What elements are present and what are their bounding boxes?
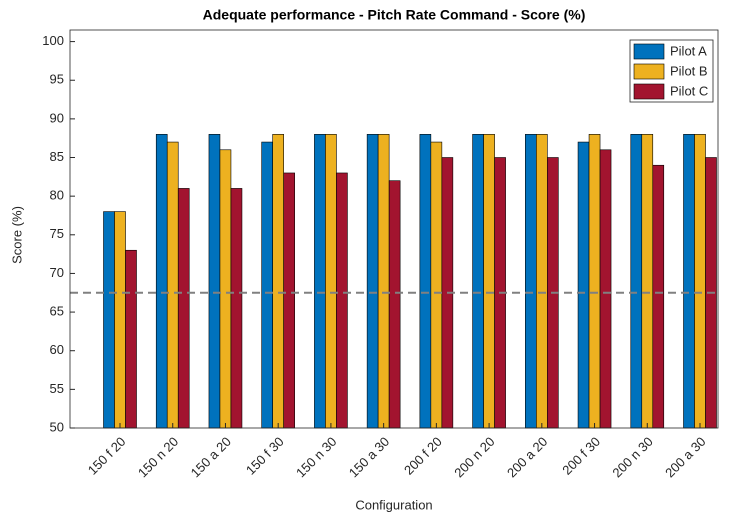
y-tick-label: 70 (50, 265, 64, 280)
x-tick-label: 150 a 20 (188, 434, 234, 480)
legend-label: Pilot C (670, 83, 708, 98)
bar (114, 211, 126, 429)
bar (419, 134, 432, 429)
bar (219, 149, 232, 429)
bar (599, 149, 612, 429)
bar (166, 141, 179, 429)
bar (125, 249, 137, 429)
bar (694, 134, 706, 429)
bar (314, 134, 326, 429)
x-tick-label: 200 f 20 (401, 434, 445, 478)
x-tick-label: 200 f 30 (559, 434, 603, 478)
bar (230, 188, 243, 429)
y-tick-label: 60 (50, 342, 64, 357)
x-tick-label: 150 n 20 (135, 434, 181, 480)
y-tick-label: 75 (50, 226, 64, 241)
bar (536, 134, 548, 429)
y-tick-label: 55 (50, 381, 64, 396)
y-tick-label: 50 (50, 419, 64, 434)
bar (283, 172, 295, 429)
x-tick-label: 200 a 30 (662, 434, 708, 480)
x-tick-label: 150 f 30 (243, 434, 287, 478)
x-tick-label: 200 n 30 (609, 434, 655, 480)
bar (430, 141, 443, 429)
bar (155, 134, 168, 429)
bar (388, 180, 401, 429)
bar (472, 134, 484, 429)
bar (483, 134, 495, 429)
bar (641, 134, 654, 429)
legend: Pilot A Pilot B Pilot C (629, 39, 714, 103)
legend-swatch (633, 43, 665, 60)
bar (272, 134, 284, 429)
x-tick-label: 150 f 20 (85, 434, 129, 478)
bar (377, 134, 390, 429)
y-tick-label: 65 (50, 304, 64, 319)
bar (261, 141, 273, 429)
y-tick-label: 85 (50, 149, 64, 164)
bar (683, 134, 695, 429)
y-tick-label: 80 (50, 188, 64, 203)
bar (177, 188, 190, 429)
bar (630, 134, 643, 429)
y-tick-label: 95 (50, 72, 64, 87)
y-axis-label: Score (%) (9, 206, 24, 264)
axes-frame (69, 29, 719, 429)
bar (366, 134, 379, 429)
bar (325, 134, 337, 429)
legend-label: Pilot B (670, 63, 708, 78)
chart-title: Adequate performance - Pitch Rate Comman… (203, 7, 586, 23)
legend-swatch (633, 63, 665, 80)
x-tick-label: 200 a 20 (504, 434, 550, 480)
x-axis-label: Configuration (355, 497, 432, 512)
bar (577, 141, 590, 429)
y-tick-label: 100 (42, 33, 64, 48)
legend-label: Pilot A (670, 43, 707, 58)
x-tick-label: 150 n 30 (293, 434, 339, 480)
bar (588, 134, 601, 429)
bar (652, 164, 665, 429)
bar (525, 134, 537, 429)
bar (103, 211, 115, 429)
y-tick-label: 90 (50, 110, 64, 125)
bar (336, 172, 348, 429)
legend-swatch (633, 83, 665, 100)
bar (208, 134, 221, 429)
x-tick-label: 200 n 20 (451, 434, 497, 480)
x-tick-label: 150 a 30 (346, 434, 392, 480)
